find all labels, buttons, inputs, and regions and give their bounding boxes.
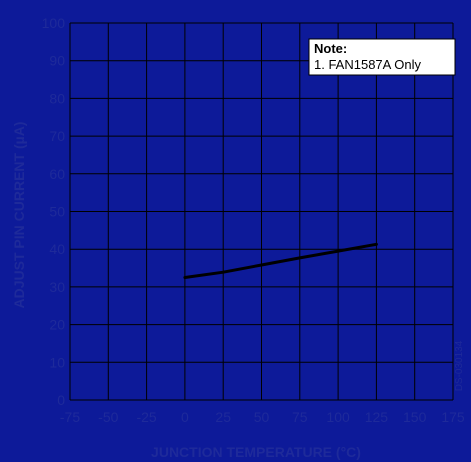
x-tick-label: -75 [60,409,80,425]
y-tick-label: 30 [49,279,65,295]
x-axis-title: JUNCTION TEMPERATURE (°C) [151,444,361,460]
x-tick-label: 25 [215,409,231,425]
y-tick-label: 60 [49,166,65,182]
grid-layer [69,22,454,401]
y-tick-labels: 0 10 20 30 40 50 60 70 80 90 100 [42,15,66,408]
note-box-frame [308,38,456,76]
y-tick-label: 100 [42,15,66,31]
y-tick-label: 10 [49,354,65,370]
x-tick-label: 175 [441,409,465,425]
y-tick-label: 80 [49,90,65,106]
y-tick-label: 0 [57,392,65,408]
y-tick-label: 50 [49,204,65,220]
x-tick-label: 50 [254,409,270,425]
series-line [183,242,378,279]
note-box: Note: 1. FAN1587A Only [308,38,456,76]
x-tick-label: 125 [365,409,389,425]
y-tick-label: 40 [49,241,65,257]
x-tick-label: -25 [136,409,156,425]
y-tick-label: 70 [49,128,65,144]
x-tick-label: 0 [181,409,189,425]
figure-code: DS-030134 [454,340,465,391]
x-tick-label: 100 [326,409,350,425]
y-tick-label: 90 [49,53,65,69]
x-tick-labels: -75 -50 -25 0 25 50 75 100 125 150 175 [60,409,465,425]
x-tick-label: 75 [292,409,308,425]
note-text: 1. FAN1587A Only [314,57,421,72]
y-tick-label: 20 [49,317,65,333]
x-tick-label: 150 [403,409,427,425]
note-title: Note: [314,41,347,56]
series-layer [183,242,378,279]
x-tick-label: -50 [98,409,118,425]
y-axis-title: ADJUST PIN CURRENT (µA) [11,122,27,309]
